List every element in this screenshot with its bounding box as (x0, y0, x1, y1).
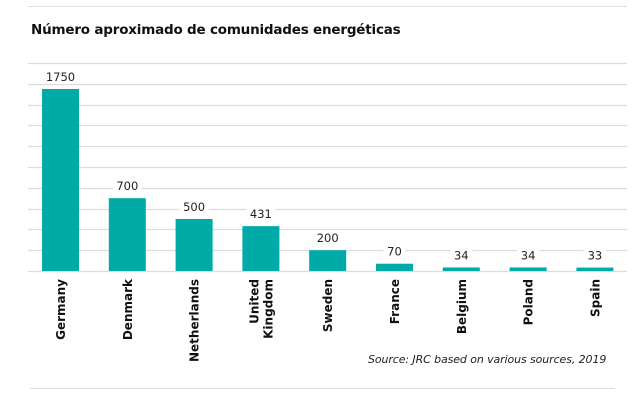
bar-sweden (309, 250, 347, 271)
x-tick-label: Sweden (321, 279, 335, 332)
data-label: 34 (521, 248, 536, 262)
x-tick-label-line: Kingdom (261, 279, 275, 339)
data-label-bg (517, 248, 540, 263)
x-tick-label-line: Netherlands (188, 279, 202, 362)
x-tick-labels: Germany Denmark Netherlands United Kingdom Sw… (54, 278, 602, 362)
x-tick-label-line: Sweden (321, 279, 335, 332)
x-tick-label-line: Germany (54, 279, 68, 340)
x-tick-label-line: United (247, 279, 261, 324)
source-note: Source: JRC based on various sources, 20… (368, 353, 607, 366)
x-tick-label: Denmark (121, 278, 135, 340)
bar-united-kingdom (242, 226, 280, 271)
bottom-divider (30, 388, 615, 389)
data-label: 34 (454, 248, 469, 262)
bar-poland (509, 267, 547, 271)
x-tick-label-line: Spain (588, 279, 602, 317)
x-tick-label: Germany (54, 279, 68, 340)
bar-denmark (108, 198, 146, 271)
data-label-bg (246, 207, 276, 222)
bar-belgium (442, 267, 480, 271)
x-tick-label: Netherlands (188, 279, 202, 362)
data-label-bg (112, 179, 142, 194)
bar-germany (42, 89, 79, 271)
data-label-bg (179, 200, 209, 214)
data-label: 500 (183, 200, 205, 214)
x-tick-label: Spain (588, 279, 602, 317)
x-tick-label-line: Denmark (121, 278, 135, 340)
x-tick-label: Poland (522, 279, 536, 325)
bars (42, 89, 614, 271)
x-tick-label: France (388, 279, 402, 324)
x-tick-label-line: Belgium (455, 279, 469, 334)
bar-france (376, 263, 413, 271)
top-divider (28, 6, 627, 7)
bar-spain (576, 267, 614, 271)
data-label: 200 (317, 231, 339, 245)
data-label: 70 (387, 245, 402, 259)
x-tick-label-line: France (388, 279, 402, 324)
data-labels: 1750 700 500 431 200 70 34 34 33 (42, 70, 606, 263)
data-label: 700 (116, 179, 138, 193)
data-label: 431 (250, 207, 272, 221)
x-tick-label: Belgium (455, 279, 469, 334)
x-tick-label-line: Poland (522, 279, 536, 325)
data-label-bg (313, 231, 343, 246)
chart-title: Número aproximado de comunidades energét… (31, 22, 401, 38)
data-label-bg (583, 248, 606, 263)
data-label: 33 (588, 249, 603, 263)
data-label-bg (450, 248, 473, 263)
data-label: 1750 (46, 70, 75, 84)
data-label-bg (42, 70, 79, 84)
x-tick-label: United Kingdom (247, 279, 275, 339)
bar-netherlands (175, 219, 213, 271)
data-label-bg (383, 244, 406, 259)
